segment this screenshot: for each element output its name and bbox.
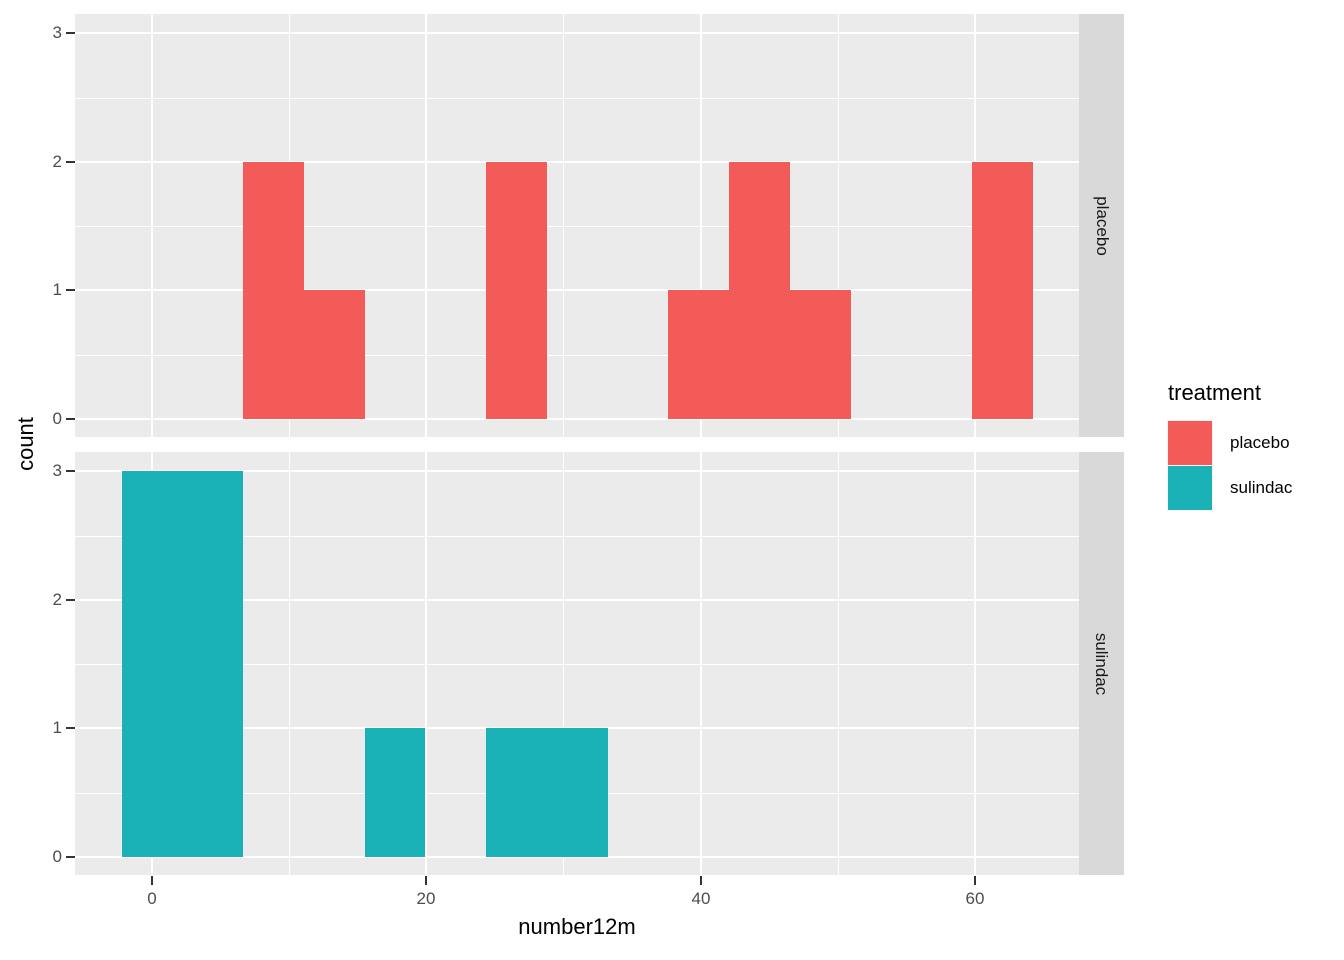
histogram-bar	[486, 728, 547, 857]
gridline-major-horizontal	[75, 32, 1079, 34]
y-tick-label: 0	[52, 409, 62, 428]
histogram-bar	[182, 471, 243, 857]
x-tick-label: 40	[691, 889, 711, 908]
gridline-major-vertical	[700, 14, 702, 437]
gridline-major-vertical	[425, 452, 427, 875]
gridline-minor-horizontal	[75, 664, 1079, 665]
facet-strip-sulindac: sulindac	[1079, 452, 1124, 875]
y-tick-label: 0	[52, 847, 62, 866]
y-tick-mark	[66, 727, 75, 729]
gridline-minor-vertical	[838, 452, 839, 875]
y-tick-label: 3	[52, 23, 62, 42]
gridline-minor-horizontal	[75, 98, 1079, 99]
legend-title: treatment	[1168, 380, 1261, 405]
histogram-bar	[790, 290, 851, 419]
y-tick-mark	[66, 289, 75, 291]
histogram-bar	[304, 290, 365, 419]
gridline-major-vertical	[151, 14, 153, 437]
x-tick-mark	[700, 876, 702, 885]
gridline-major-horizontal	[75, 161, 1079, 163]
y-tick-label: 3	[52, 461, 62, 480]
x-axis-title: number12m	[518, 914, 636, 939]
histogram-bar	[668, 290, 729, 419]
legend-label-sulindac: sulindac	[1230, 477, 1293, 497]
gridline-major-horizontal	[75, 418, 1079, 420]
gridline-minor-horizontal	[75, 226, 1079, 227]
x-tick-mark	[151, 876, 153, 885]
x-tick-label: 60	[965, 889, 985, 908]
facet-strip-placebo: placebo	[1079, 14, 1124, 437]
gridline-major-vertical	[974, 452, 976, 875]
histogram-bar	[547, 728, 608, 857]
y-tick-label: 1	[52, 718, 62, 737]
y-tick-mark	[66, 161, 75, 163]
x-tick-label: 0	[147, 889, 157, 908]
gridline-minor-horizontal	[75, 355, 1079, 356]
gridline-major-horizontal	[75, 470, 1079, 472]
gridline-major-vertical	[425, 14, 427, 437]
y-tick-label: 1	[52, 280, 62, 299]
gridline-minor-horizontal	[75, 536, 1079, 537]
legend-label-placebo: placebo	[1230, 432, 1290, 452]
gridline-major-horizontal	[75, 599, 1079, 601]
y-tick-mark	[66, 418, 75, 420]
x-tick-mark	[974, 876, 976, 885]
histogram-bar	[729, 162, 790, 419]
gridline-minor-vertical	[838, 14, 839, 437]
histogram-bar	[365, 728, 425, 857]
histogram-bar	[243, 162, 304, 419]
gridline-minor-vertical	[563, 452, 564, 875]
gridline-major-vertical	[700, 452, 702, 875]
histogram-bar	[972, 162, 1033, 419]
legend-swatch-sulindac	[1168, 465, 1212, 510]
legend-key-sulindac: sulindac	[1168, 465, 1292, 510]
gridline-major-horizontal	[75, 856, 1079, 858]
gridline-major-horizontal	[75, 289, 1079, 291]
y-tick-label: 2	[52, 590, 62, 609]
facet-strip-label-sulindac: sulindac	[1092, 632, 1112, 695]
histogram-bar	[122, 471, 182, 857]
x-tick-label: 20	[416, 889, 436, 908]
facet-strip-label-placebo: placebo	[1092, 195, 1112, 256]
gridline-minor-vertical	[563, 14, 564, 437]
histogram-bar	[486, 162, 547, 419]
facet-panel-sulindac	[75, 452, 1079, 875]
legend-swatch-placebo	[1168, 420, 1212, 465]
legend: treatment placebo sulindac	[1168, 380, 1292, 510]
gridline-minor-vertical	[289, 452, 290, 875]
y-tick-mark	[66, 470, 75, 472]
y-tick-label: 2	[52, 152, 62, 171]
legend-key-placebo: placebo	[1168, 420, 1292, 465]
facet-panel-placebo	[75, 14, 1079, 437]
y-tick-mark	[66, 856, 75, 858]
x-tick-mark	[425, 876, 427, 885]
y-tick-mark	[66, 32, 75, 34]
y-tick-mark	[66, 599, 75, 601]
